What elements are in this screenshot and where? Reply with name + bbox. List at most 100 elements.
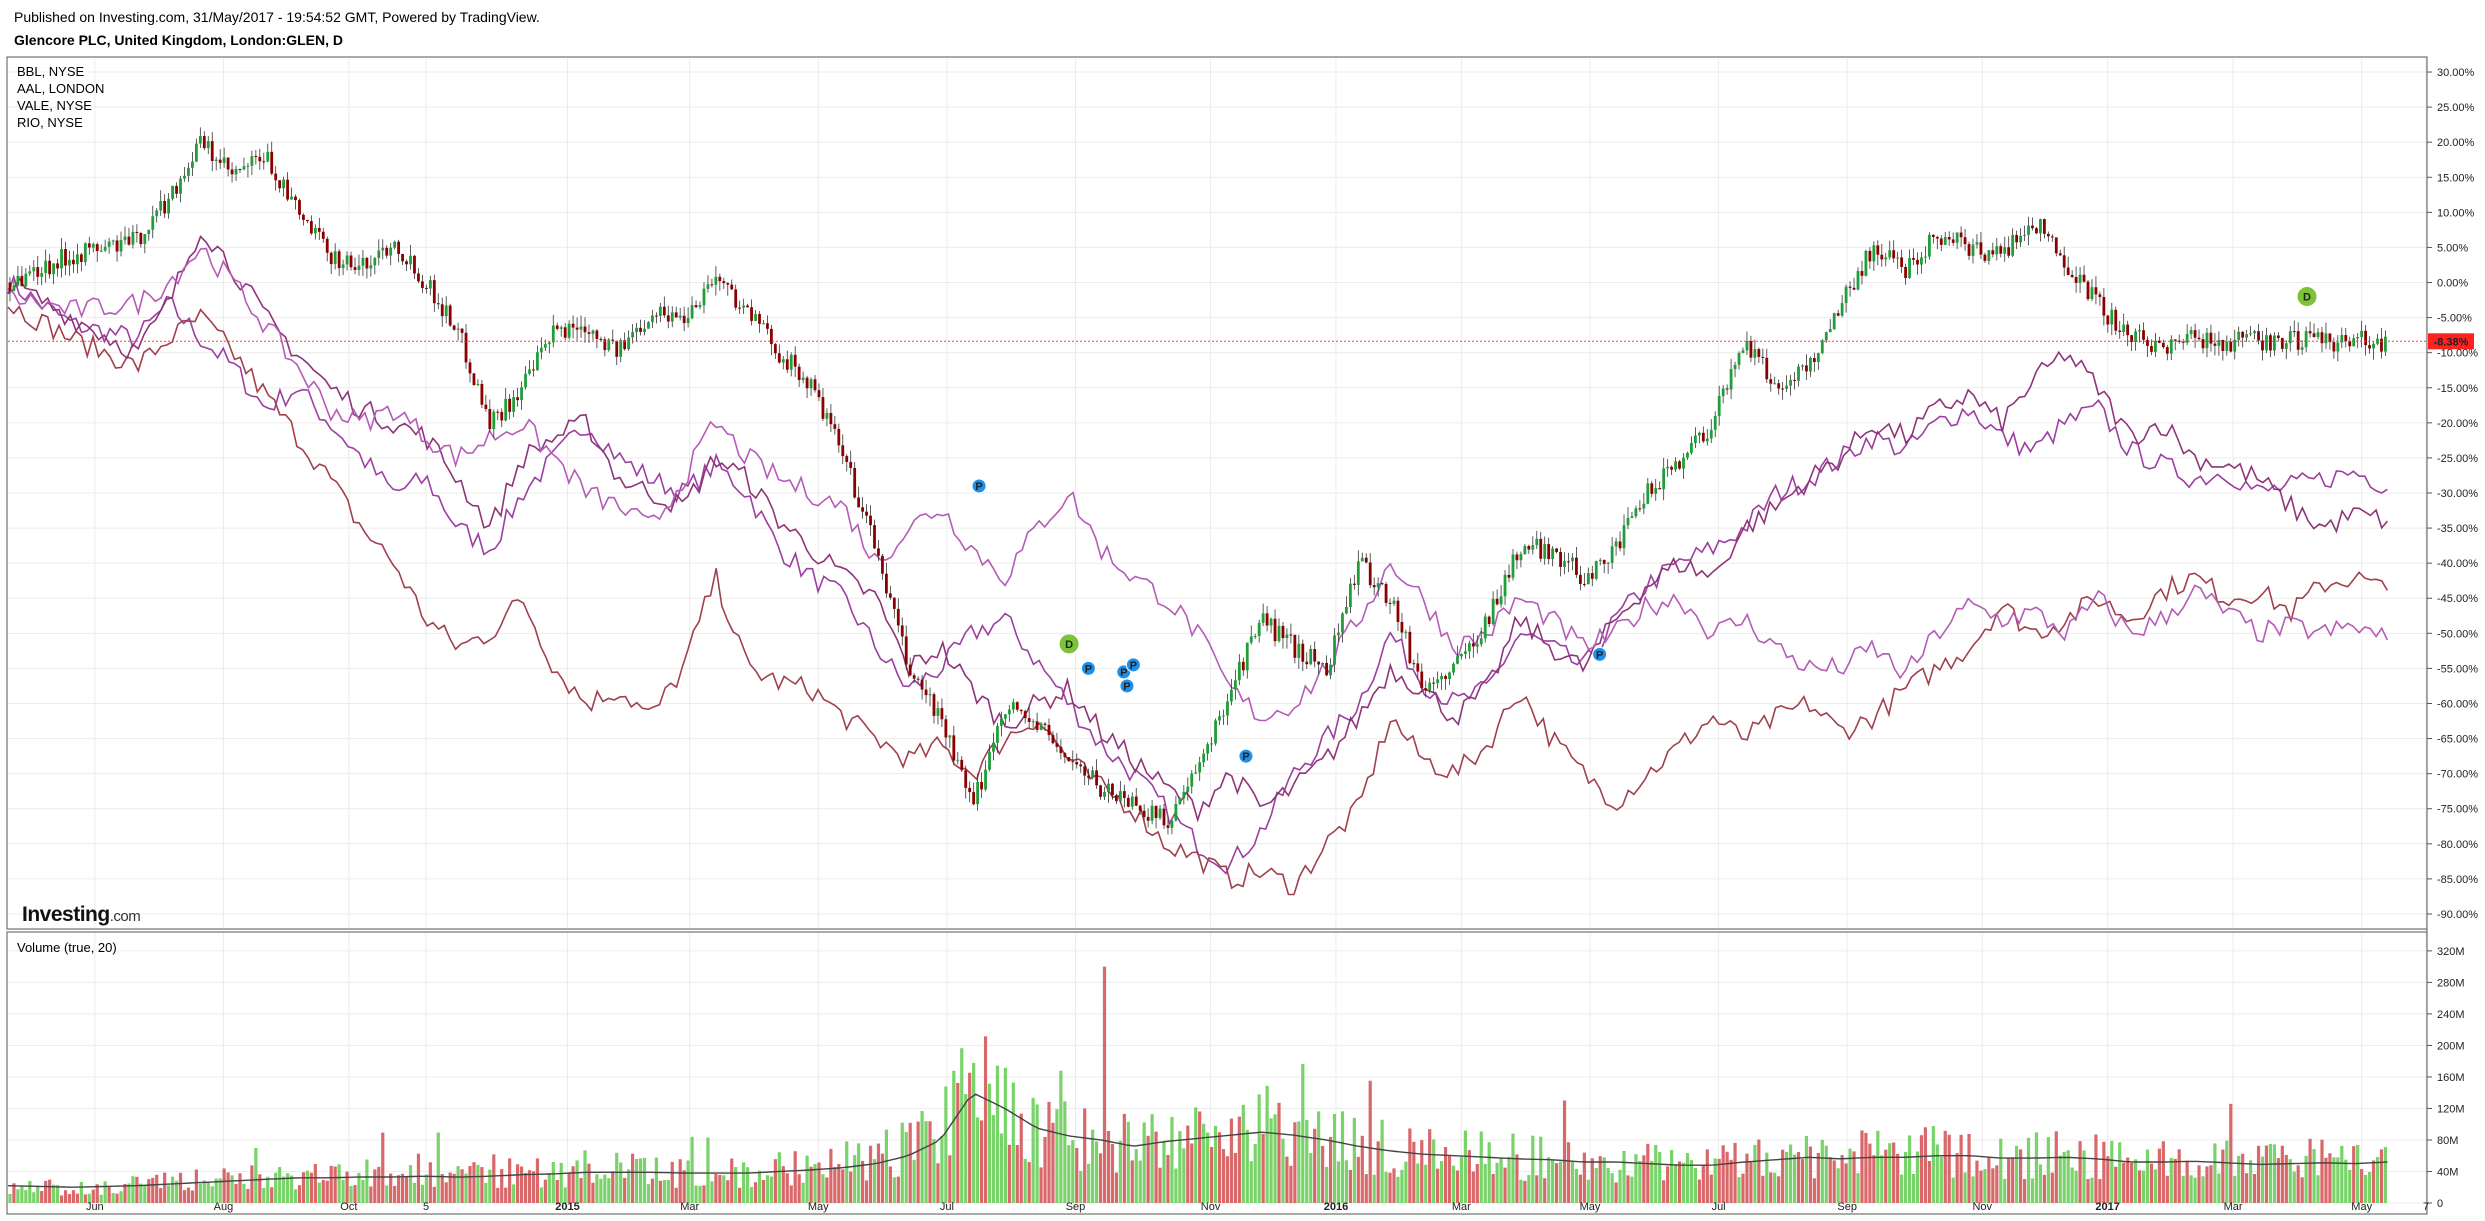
candle-body: [662, 306, 666, 316]
legend-item-rio[interactable]: RIO, NYSE: [17, 115, 83, 130]
candle-body: [1769, 379, 1773, 384]
volume-bar: [880, 1153, 885, 1203]
volume-bar: [714, 1174, 718, 1203]
candle-body: [1245, 642, 1249, 671]
candle-body: [1003, 714, 1007, 719]
candle-body: [825, 412, 829, 419]
volume-bar: [408, 1165, 413, 1203]
candle-body: [1337, 632, 1340, 636]
volume-bar: [1741, 1173, 1745, 1203]
volume-bar: [424, 1174, 428, 1203]
candle-body: [1781, 388, 1785, 390]
candle-body: [1249, 636, 1253, 643]
candle-body: [373, 257, 377, 266]
volume-bar: [1586, 1179, 1590, 1203]
volume-bar: [250, 1165, 254, 1203]
x-tick-label: 7: [2423, 1201, 2429, 1213]
volume-bar: [24, 1190, 28, 1203]
volume-bar: [2260, 1156, 2265, 1203]
candle-body: [956, 759, 960, 761]
candle-body: [2320, 332, 2324, 344]
candle-body: [250, 156, 254, 166]
candle-body: [278, 180, 282, 189]
candle-body: [2161, 342, 2165, 348]
candle-body: [2066, 267, 2070, 275]
candle-body: [1333, 635, 1336, 665]
volume-bar: [1273, 1114, 1277, 1203]
candle-body: [976, 782, 980, 805]
candle-body: [587, 332, 591, 334]
volume-bar: [313, 1164, 317, 1203]
volume-bar: [1539, 1136, 1543, 1203]
candle-body: [365, 257, 369, 269]
candle-body: [1293, 634, 1297, 658]
candle-body: [635, 327, 638, 333]
candle-body: [1122, 791, 1126, 798]
volume-bar: [1206, 1132, 1210, 1203]
candle-body: [1531, 545, 1535, 550]
volume-bar: [1479, 1131, 1483, 1203]
volume-bar: [1646, 1143, 1650, 1203]
volume-bar: [2364, 1174, 2368, 1203]
candle-body: [1107, 783, 1110, 793]
candle-body: [500, 411, 504, 421]
volume-bar: [987, 1083, 992, 1203]
candle-body: [2138, 330, 2141, 332]
volume-bar: [147, 1179, 151, 1203]
candle-body: [389, 247, 393, 256]
candle-body: [1844, 286, 1848, 304]
candle-body: [1951, 239, 1955, 243]
dividend-marker: D: [1058, 633, 1080, 655]
candle-body: [579, 326, 583, 330]
volume-bar: [2197, 1165, 2201, 1203]
volume-bar: [876, 1143, 881, 1203]
volume-bar: [777, 1152, 781, 1203]
candle-body: [1582, 583, 1586, 585]
candle-body: [1126, 797, 1130, 807]
volume-bar: [1241, 1104, 1245, 1203]
candle-body: [520, 387, 523, 401]
volume-bar: [230, 1175, 234, 1203]
candle-body: [1737, 353, 1741, 365]
volume-bar: [444, 1182, 448, 1203]
volume-bar: [1590, 1158, 1594, 1203]
candle-body: [1606, 562, 1610, 564]
candle-body: [2197, 337, 2201, 340]
marker-label: P: [1242, 751, 1249, 763]
volume-bar: [2102, 1141, 2106, 1203]
y-tick-label: 25.00%: [2437, 102, 2475, 114]
volume-bar: [2383, 1147, 2388, 1203]
candle-body: [357, 265, 361, 270]
candle-body: [95, 244, 99, 252]
legend-item-bbl[interactable]: BBL, NYSE: [17, 64, 85, 79]
volume-bar: [1884, 1149, 1888, 1203]
candle-body: [992, 742, 995, 752]
volume-bar: [1301, 1064, 1305, 1203]
candle-body: [1884, 257, 1888, 260]
candle-body: [1721, 388, 1725, 397]
volume-bar: [512, 1184, 516, 1203]
candle-body: [2003, 247, 2007, 254]
legend-item-aal[interactable]: AAL, LONDON: [17, 81, 104, 96]
x-tick-label: Sep: [1066, 1201, 1086, 1213]
volume-bar: [2371, 1160, 2376, 1203]
legend-item-vale[interactable]: VALE, NYSE: [17, 98, 92, 113]
candle-body: [920, 679, 924, 690]
candle-body: [1674, 461, 1677, 470]
volume-bar: [2296, 1165, 2300, 1203]
volume-bar: [2046, 1137, 2050, 1203]
volume-bar: [1749, 1161, 1753, 1203]
volume-bar: [1773, 1172, 1777, 1203]
volume-bar: [1130, 1160, 1134, 1203]
candle-body: [1658, 488, 1662, 490]
volume-bar: [1344, 1160, 1349, 1203]
candle-body: [1444, 676, 1447, 679]
candle-body: [849, 461, 853, 468]
volume-bar: [666, 1179, 670, 1203]
candle-body: [575, 327, 579, 330]
candle-body: [1904, 266, 1907, 278]
volume-bar: [603, 1174, 607, 1203]
candle-body: [87, 243, 91, 248]
